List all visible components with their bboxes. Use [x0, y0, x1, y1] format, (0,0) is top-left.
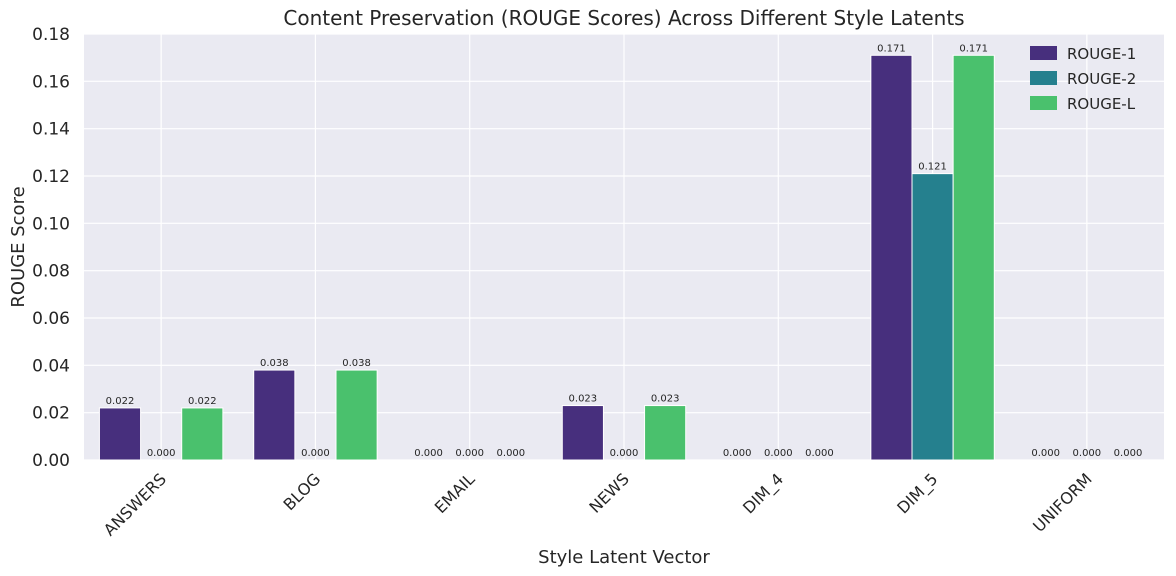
bar-rouge-1-dim_5: [870, 54, 913, 461]
bar-value-label: 0.023: [569, 394, 598, 405]
bar-rouge-l-blog: [335, 369, 378, 461]
x-axis-label: Style Latent Vector: [538, 547, 710, 568]
bar-value-label: 0.000: [455, 448, 484, 459]
bar-value-label: 0.121: [918, 162, 947, 173]
bar-value-label: 0.171: [959, 43, 988, 54]
bar-value-label: 0.000: [301, 448, 330, 459]
y-tick-label: 0.00: [32, 451, 70, 471]
bar-rouge-l-news: [644, 405, 687, 461]
legend-label: ROUGE-1: [1067, 45, 1136, 63]
x-tick-label: ANSWERS: [100, 469, 170, 539]
legend-swatch-rouge-1: [1030, 46, 1057, 60]
bar-value-label: 0.038: [342, 358, 371, 369]
bar-value-label: 0.023: [651, 394, 680, 405]
bar-labels-group: 0.022 0.038 0.000 0.023 0.000 0.171 0.000 0.000…: [106, 43, 1143, 459]
bar-rouge-2-dim_5: [911, 173, 954, 461]
x-tick-labels: ANSWERS BLOG EMAIL NEWS DIM_4 DIM_5 UNIFORM: [100, 469, 1096, 539]
x-tick-label: NEWS: [585, 469, 632, 516]
bar-value-label: 0.000: [1073, 448, 1102, 459]
legend-label: ROUGE-2: [1067, 70, 1136, 88]
bar-rouge-1-blog: [253, 369, 296, 461]
legend-swatch-rouge-2: [1030, 71, 1057, 85]
y-tick-labels: 0.00 0.02 0.04 0.06 0.08 0.10 0.12 0.14 0.16 0.18: [32, 25, 70, 471]
bar-value-label: 0.022: [106, 396, 135, 407]
x-tick-label: UNIFORM: [1029, 469, 1096, 536]
y-tick-label: 0.14: [32, 120, 70, 140]
x-tick-label: DIM_5: [893, 469, 942, 518]
bar-value-label: 0.000: [764, 448, 793, 459]
bar-value-label: 0.022: [188, 396, 217, 407]
bar-value-label: 0.000: [147, 448, 176, 459]
bar-value-label: 0.000: [610, 448, 639, 459]
bar-value-label: 0.000: [1031, 448, 1060, 459]
bar-rouge-l-dim_5: [952, 54, 995, 461]
y-tick-label: 0.04: [32, 356, 70, 376]
bar-rouge-1-news: [561, 405, 604, 461]
x-tick-label: DIM_4: [739, 469, 788, 518]
bar-rouge-l-answers: [181, 407, 224, 461]
y-tick-label: 0.10: [32, 214, 70, 234]
bar-value-label: 0.171: [877, 43, 906, 54]
y-tick-label: 0.08: [32, 262, 70, 282]
bar-value-label: 0.000: [1114, 448, 1143, 459]
bar-value-label: 0.000: [497, 448, 526, 459]
y-tick-label: 0.12: [32, 167, 70, 187]
x-tick-label: BLOG: [279, 469, 324, 514]
legend: ROUGE-1 ROUGE-2 ROUGE-L: [1030, 45, 1136, 113]
y-axis-label: ROUGE Score: [8, 186, 29, 307]
legend-swatch-rouge-l: [1030, 96, 1057, 110]
grid-lines: [84, 33, 1164, 461]
chart-title: Content Preservation (ROUGE Scores) Acro…: [283, 6, 964, 30]
bar-value-label: 0.038: [260, 358, 289, 369]
x-tick-label: EMAIL: [431, 469, 479, 517]
legend-label: ROUGE-L: [1067, 95, 1136, 113]
bars-group: [98, 54, 995, 461]
y-tick-label: 0.18: [32, 25, 70, 45]
bar-value-label: 0.000: [805, 448, 834, 459]
bar-value-label: 0.000: [723, 448, 752, 459]
bar-rouge-1-answers: [98, 407, 142, 461]
y-tick-label: 0.16: [32, 72, 70, 92]
bar-value-label: 0.000: [414, 448, 443, 459]
y-tick-label: 0.06: [32, 309, 70, 329]
y-tick-label: 0.02: [32, 404, 70, 424]
